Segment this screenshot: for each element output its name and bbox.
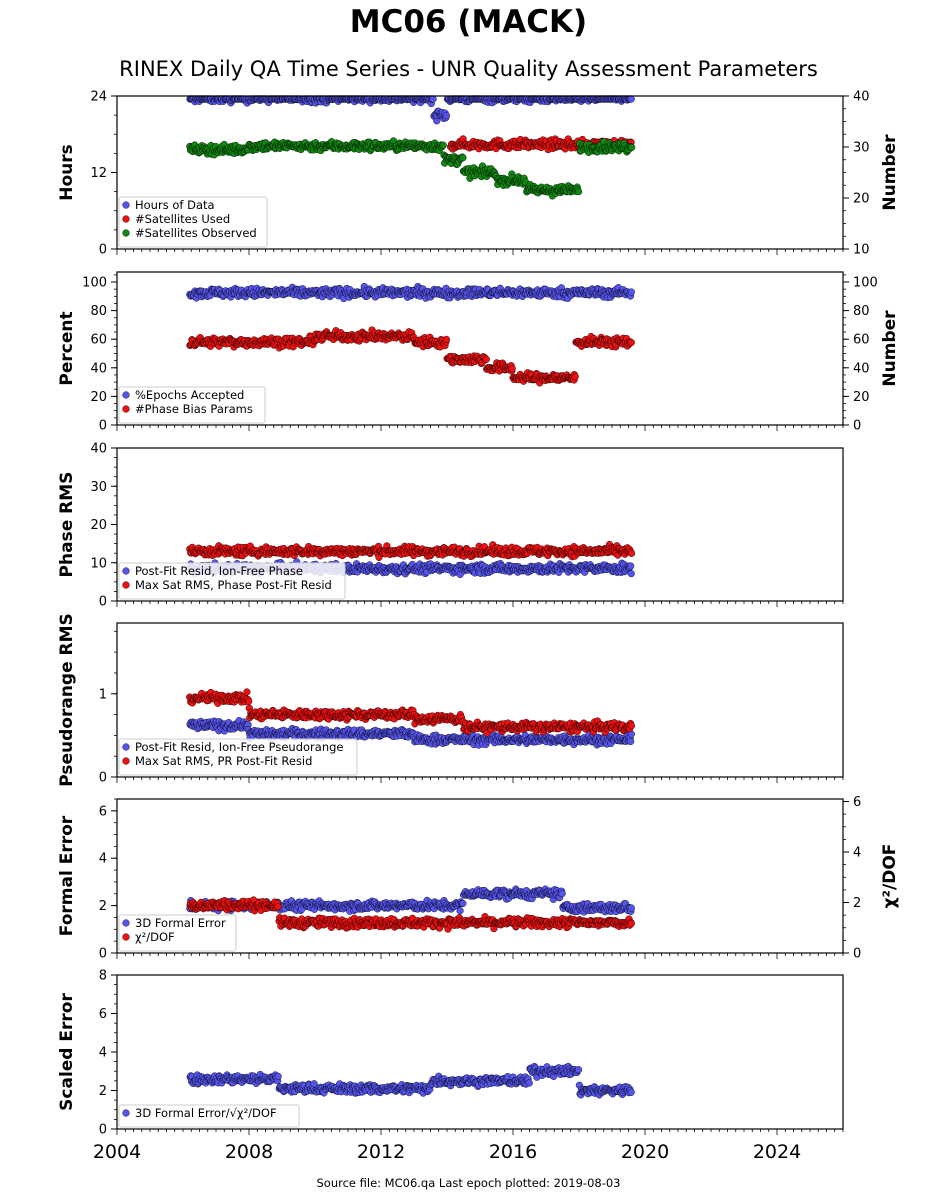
point [429, 95, 437, 103]
legend-label: %Epochs Accepted [135, 388, 244, 402]
y-tick-label: 80 [90, 304, 107, 319]
right-y-tick-label: 20 [853, 390, 870, 405]
point [442, 335, 451, 344]
legend-label: Max Sat RMS, Phase Post-Fit Resid [135, 578, 332, 592]
y-axis-label: Percent [57, 311, 77, 385]
y-tick-label: 30 [90, 480, 107, 495]
point [627, 288, 635, 296]
legend-marker [122, 581, 130, 589]
point [627, 338, 635, 347]
y-tick-label: 100 [82, 276, 107, 291]
legend-label: Post-Fit Resid, Ion-Free Phase [135, 564, 303, 578]
right-y-tick-label: 40 [853, 90, 870, 105]
legend-marker [122, 229, 130, 237]
page-title: MC06 (MACK) [349, 4, 588, 40]
right-y-axis-label: Number [880, 134, 900, 211]
right-y-tick-label: 80 [853, 304, 870, 319]
y-axis-label: Phase RMS [57, 472, 77, 578]
right-y-tick-label: 40 [853, 361, 870, 376]
y-tick-label: 40 [90, 442, 107, 457]
panel-percent: 0 20 40 60 80 100 0 20 40 60 80 100 Number Percent %Ep… [57, 271, 900, 434]
right-y-tick-label: 60 [853, 333, 870, 348]
series-percent-1 [186, 326, 635, 387]
y-tick-label: 0 [99, 419, 107, 434]
point [508, 365, 516, 373]
series-phase-rms-1 [186, 540, 636, 562]
legend-label: #Satellites Used [135, 212, 230, 226]
right-y-tick-label: 0 [853, 419, 861, 434]
point [626, 737, 635, 746]
legend-marker [122, 215, 130, 223]
legend-label: Hours of Data [135, 198, 215, 212]
point [627, 569, 635, 578]
point [571, 373, 579, 381]
y-tick-label: 12 [90, 166, 107, 181]
legend-marker [122, 391, 130, 399]
y-axis-label: Hours [57, 144, 77, 201]
point [482, 355, 490, 363]
y-tick-label: 20 [90, 390, 107, 405]
y-tick-label: 10 [90, 556, 107, 571]
y-tick-label: 60 [90, 333, 107, 348]
legend-label: #Phase Bias Params [135, 402, 253, 416]
y-tick-label: 0 [99, 243, 107, 258]
point [442, 111, 451, 120]
right-y-tick-label: 30 [853, 141, 870, 156]
point [459, 154, 467, 162]
legend-hours: Hours of Data#Satellites Used#Satellites… [118, 196, 268, 248]
page-subtitle: RINEX Daily QA Time Series - UNR Quality… [119, 57, 818, 81]
point [574, 188, 583, 196]
point [627, 549, 636, 558]
right-y-axis-label: Number [880, 310, 900, 387]
series-percent-0 [186, 282, 635, 303]
legend-marker [122, 201, 130, 209]
panel-phase-rms: 0 10 20 30 40 Phase RMS Post-Fit Resid, Ion-Fr… [57, 442, 844, 610]
legend-marker [122, 567, 130, 575]
point [439, 141, 447, 149]
right-y-tick-label: 20 [853, 192, 870, 207]
y-tick-label: 40 [90, 361, 107, 376]
y-tick-label: 20 [90, 518, 107, 533]
point [627, 562, 635, 570]
point [243, 688, 251, 696]
right-y-tick-label: 10 [853, 243, 870, 258]
series-hours-0 [186, 95, 635, 125]
y-tick-label: 24 [90, 90, 107, 105]
y-tick-label: 0 [99, 595, 107, 610]
legend-label: #Satellites Observed [135, 226, 257, 240]
right-y-tick-label: 100 [853, 276, 878, 291]
legend-percent: %Epochs Accepted#Phase Bias Params [118, 386, 266, 424]
point [627, 95, 635, 103]
point [628, 143, 636, 152]
point [245, 697, 253, 705]
legend-marker [122, 405, 130, 413]
